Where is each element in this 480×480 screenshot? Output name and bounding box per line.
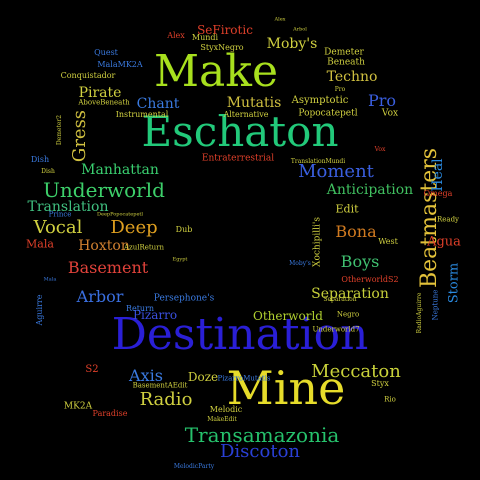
word-radioaguirre-79: RadioAguirre <box>416 292 423 334</box>
word-styxnegro-68: StyxNegro <box>200 43 244 52</box>
word-sefirotic-32: SeFirotic <box>197 23 253 37</box>
word-paradise-76: Paradise <box>92 409 128 418</box>
word-meccaton-7: Meccaton <box>311 361 401 382</box>
word-separation-11: Separation <box>311 286 389 302</box>
word-bona-16: Bona <box>335 222 377 241</box>
word-pizarro-20: Pizarro <box>132 308 178 322</box>
word-underworld-6: Underworld <box>43 178 165 202</box>
word-vox-88: Vox <box>374 146 386 153</box>
word-negro-57: Negro <box>336 310 360 319</box>
word-otherworld-19: Otherworld <box>253 309 323 323</box>
word-deep-12: Deep <box>110 217 158 238</box>
word-abovebeneath-71: AboveBeneath <box>78 98 130 107</box>
word-popocatepetl-42: Popocatepetl <box>298 108 358 119</box>
word-vocal-13: Vocal <box>33 217 83 238</box>
word-mine-1: Mine <box>226 361 346 415</box>
word-pirate-30: Pirate <box>78 85 122 101</box>
word-eschaton-2: Eschaton <box>141 107 339 156</box>
word-beneath-40: Beneath <box>327 57 365 68</box>
word-malamk2a-69: MalaMK2A <box>97 60 143 69</box>
word-destination-0: Destination <box>111 309 369 360</box>
word-doze-36: Doze <box>187 370 219 384</box>
word-moby-s-31: Moby's <box>266 36 318 52</box>
word-edit-37: Edit <box>335 202 359 216</box>
word-chant-29: Chant <box>136 96 180 112</box>
word-storm-34: Storm <box>446 262 462 304</box>
word-manhattan-21: Manhattan <box>81 162 159 178</box>
word-vox-64: Vox <box>381 108 399 119</box>
word-egypt-83: Egypt <box>172 256 188 263</box>
word-translation-23: Translation <box>27 199 109 215</box>
word-dub-63: Dub <box>175 225 193 234</box>
word-translationmundi-80: TranslationMundi <box>290 158 346 165</box>
word-return-49: Return <box>125 304 155 313</box>
word-makeedit-74: MakeEdit <box>207 416 237 423</box>
word-mala-38: Mala <box>26 237 54 251</box>
word-dish-91: Dish <box>41 168 55 175</box>
word-rio-56: Rio <box>384 395 396 404</box>
word-gress-24: Gress <box>69 109 90 163</box>
word-conquistador-43: Conquistador <box>60 71 116 80</box>
word-techno-27: Techno <box>326 69 378 85</box>
word-basementaedit-73: BasementAEdit <box>132 381 188 390</box>
word-alternative-45: Alternative <box>223 110 269 119</box>
word-mk2a-59: MK2A <box>63 401 93 412</box>
word-west-67: West <box>378 237 398 246</box>
word-s2-60: S2 <box>85 364 99 375</box>
word-instrumental-44: Instrumental <box>115 110 169 119</box>
word-axis-18: Axis <box>129 366 163 385</box>
word-dish-65: Dish <box>30 155 50 164</box>
word-mundi-62: Mundi <box>191 33 219 42</box>
word-alex-61: Alex <box>167 31 185 40</box>
word-asymptotic-39: Asymptotic <box>291 95 349 106</box>
word-demeter-41: Demeter <box>324 47 364 58</box>
word-anticipation-25: Anticipation <box>326 182 414 198</box>
word-heal-33: Heal <box>430 158 446 192</box>
word-radio-15: Radio <box>139 389 193 410</box>
word-quest-66: Quest <box>94 48 118 57</box>
word-arbor-14: Arbor <box>76 287 124 306</box>
word-separation-86: Separation <box>323 296 357 303</box>
word-boys-17: Boys <box>340 252 380 271</box>
word-otherworlds2-78: OtherworldS2 <box>341 275 399 284</box>
word-melodicparty-75: MelodicParty <box>173 463 215 470</box>
word-hoxton-22: Hoxton <box>78 238 130 254</box>
word-mutatis-28: Mutatis <box>226 95 282 111</box>
word-persephone-s-48: Persephone's <box>153 293 215 304</box>
word-entraterrestrial-46: Entraterrestrial <box>201 153 275 164</box>
word-agua-35: Agua <box>427 234 461 250</box>
word-pro-26: Pro <box>367 91 397 110</box>
word-mala-84: Mala <box>43 276 57 283</box>
word-xochipilli-s-47: Xochipilli's <box>312 217 323 267</box>
word-pizarromutatis-72: PizarroMutatis <box>217 374 271 383</box>
word-styx-55: Styx <box>371 379 389 388</box>
word-deeppopocatepetl-85: DeepPopocatepetl <box>96 211 144 218</box>
word-discoton-8: Discoton <box>219 441 301 462</box>
word-omega-52: Omega <box>423 189 453 198</box>
word-alex-87: Alex <box>274 16 286 23</box>
word-basement-9: Basement <box>67 258 149 277</box>
word-moby-s-89: Moby's <box>289 260 311 267</box>
word-demeter2-70: Demeter2 <box>56 114 63 146</box>
word-neptune-54: Neptune <box>431 289 440 321</box>
word-ready-53: Ready <box>436 215 460 224</box>
word-pro-90: Pro <box>334 86 346 93</box>
word-prince-50: Prince <box>48 210 72 219</box>
word-arbol-82: Arbol <box>293 26 307 33</box>
word-aguirre-51: Aguirre <box>35 294 44 326</box>
word-azulreturn-81: AzulReturn <box>123 243 165 252</box>
word-underworld7-77: Underworld7 <box>312 325 360 334</box>
word-moment-10: Moment <box>298 161 374 182</box>
word-melodic-58: Melodic <box>209 405 243 414</box>
word-make-3: Make <box>154 46 278 97</box>
word-transamazonia-5: Transamazonia <box>184 423 340 447</box>
